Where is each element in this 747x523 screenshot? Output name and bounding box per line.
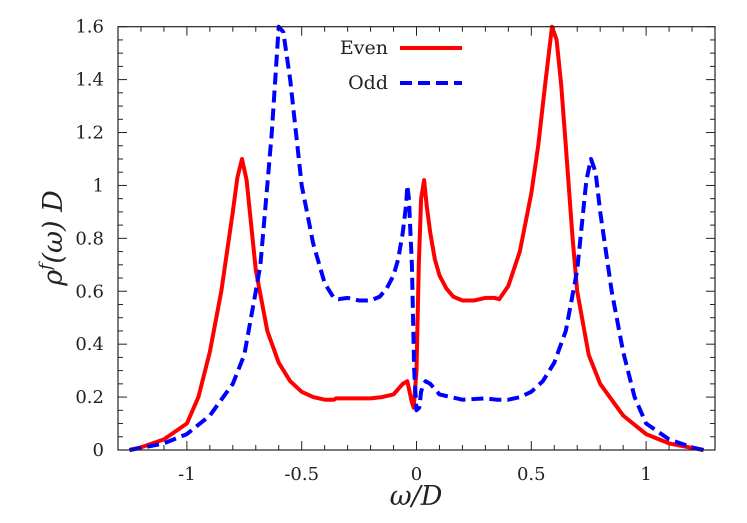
x-tick-label: 0.5	[517, 464, 546, 485]
legend: Even Odd	[340, 37, 462, 94]
y-axis-label: ρf(ω) D	[36, 190, 69, 287]
y-tick-label: 0.4	[75, 334, 104, 355]
y-tick-label: 0	[93, 440, 104, 461]
axis-ticks: -1 -0.5 0 0.5 1 0 0.2 0.4 0.6 0.8 1 1.2 1.4 1.6	[75, 17, 716, 485]
legend-label-odd: Odd	[348, 72, 388, 94]
x-tick-label: -1	[178, 464, 196, 485]
series-line-even	[129, 24, 704, 452]
series-line-odd	[129, 24, 704, 452]
legend-label-even: Even	[340, 37, 388, 59]
y-tick-label: 1.2	[75, 123, 104, 144]
y-tick-label: 0.2	[75, 387, 104, 408]
x-tick-label: 1	[640, 464, 651, 485]
y-tick-label: 0.8	[75, 228, 104, 249]
y-tick-label: 1.4	[75, 70, 104, 91]
x-axis-label: ω/D	[390, 481, 443, 512]
plot-frame	[117, 26, 716, 451]
y-tick-label: 1	[93, 175, 104, 196]
x-tick-label: 0	[411, 464, 422, 485]
y-tick-label: 1.6	[75, 17, 104, 38]
y-tick-label: 0.6	[75, 281, 104, 302]
x-tick-label: -0.5	[284, 464, 319, 485]
series-lines	[129, 24, 704, 452]
